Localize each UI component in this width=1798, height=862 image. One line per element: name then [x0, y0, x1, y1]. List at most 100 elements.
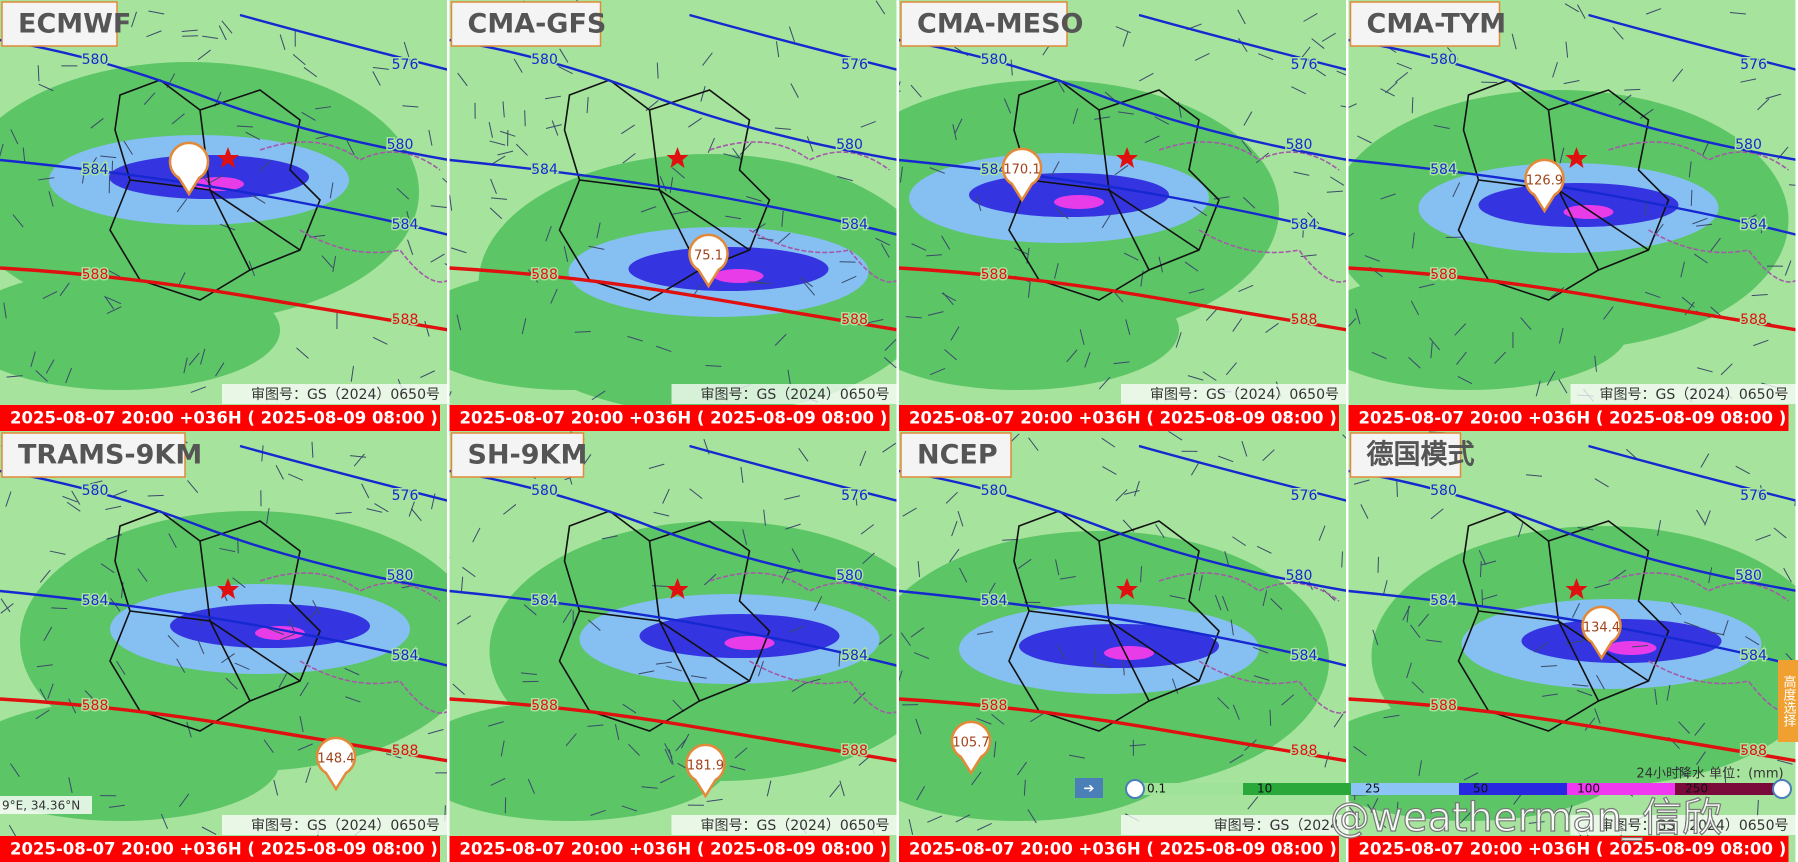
marker-value: 105.7: [952, 736, 989, 751]
wind-barb: [1452, 182, 1461, 198]
contour-584: [899, 589, 1346, 667]
side-tab-label[interactable]: 高度选择: [1781, 674, 1797, 727]
wind-barb: [430, 253, 445, 263]
wind-barb: [748, 281, 765, 284]
map-area: 580 576 580 584 584 588 588 181.9 审图号：GS（2024）06…: [449, 431, 897, 862]
wind-barb: [1205, 308, 1218, 321]
wind-barb: [929, 167, 945, 174]
wind-barb: [1688, 161, 1692, 178]
legend-handle[interactable]: [1125, 779, 1145, 799]
capital-star: [1116, 578, 1138, 599]
footer-bar: [1348, 405, 1789, 431]
wind-barb: [1023, 779, 1026, 796]
wind-barb: [1230, 619, 1234, 636]
wind-barb: [1565, 41, 1569, 58]
wind-barb: [515, 143, 528, 156]
wind-barb: [784, 495, 801, 500]
wind-barb: [1751, 293, 1768, 297]
wind-barb: [781, 210, 784, 227]
wind-barb: [30, 351, 36, 368]
rain-light: [1348, 270, 1629, 390]
wind-barb: [648, 463, 665, 469]
wind-barb: [1410, 300, 1420, 316]
wind-barb: [1430, 342, 1433, 359]
wind-barb: [1055, 208, 1069, 220]
map-panel: 580 576 580 584 584 588 588 134.4 审图号：GS（2024）06…: [1348, 431, 1798, 862]
wind-barb: [1357, 135, 1372, 144]
legend-tick: 25: [1365, 782, 1380, 796]
contour-label: 584: [1430, 162, 1457, 178]
wind-barb: [590, 809, 606, 816]
wind-barb: [755, 282, 772, 285]
wind-barb: [1666, 684, 1671, 701]
wind-barb: [591, 390, 606, 401]
wind-barb: [1293, 171, 1310, 176]
wind-barb: [1408, 356, 1421, 369]
wind-barb: [1139, 72, 1154, 82]
wind-barb: [839, 780, 845, 797]
wind-barb: [148, 10, 165, 15]
map-area: 580 576 580 584 584 588 588 75.1 审图号：GS（2024）065…: [449, 0, 897, 431]
wind-barb: [1300, 254, 1317, 258]
wind-barb: [550, 288, 558, 304]
wind-barb: [1098, 376, 1111, 390]
wind-barb: [1429, 337, 1441, 351]
contour-label: 580: [981, 483, 1008, 499]
wind-barb: [1678, 721, 1690, 734]
wind-barb: [312, 600, 321, 615]
wind-barb: [1030, 712, 1045, 723]
wind-barb: [273, 779, 279, 796]
contour-label: 580: [1286, 137, 1313, 153]
wind-barb: [490, 778, 506, 786]
legend-tick: 50: [1473, 782, 1488, 796]
wind-barb: [123, 140, 133, 155]
wind-barb: [524, 110, 526, 127]
wind-barb: [523, 604, 537, 616]
wind-barb: [1696, 751, 1706, 766]
wind-barb: [1330, 176, 1345, 186]
wind-barb: [787, 369, 791, 386]
contour-576: [1588, 13, 1796, 71]
wind-barb: [420, 370, 436, 378]
wind-barb: [100, 563, 115, 574]
wind-barb: [1168, 431, 1183, 441]
wind-barb: [944, 349, 958, 361]
wind-barb: [48, 191, 54, 207]
legend-button[interactable]: [1075, 778, 1103, 798]
wind-barb: [1564, 640, 1581, 645]
wind-barb: [1269, 709, 1272, 726]
wind-barb: [1755, 319, 1772, 325]
wind-barb: [1312, 66, 1326, 77]
wind-barb: [296, 347, 309, 359]
wind-barb: [1222, 595, 1229, 612]
footer-text: 2025-08-07 20:00 +036H ( 2025-08-09 08:0…: [10, 409, 438, 428]
wind-barb: [1016, 761, 1028, 776]
wind-barb: [278, 673, 288, 688]
wind-barb: [942, 292, 954, 306]
wind-barb: [803, 282, 816, 296]
wind-barb: [1224, 551, 1230, 567]
wind-barb: [562, 608, 572, 624]
wind-barb: [1576, 689, 1593, 697]
wind-barb: [641, 786, 658, 789]
wind-barb: [883, 357, 897, 369]
wind-barb: [36, 664, 53, 668]
side-tab[interactable]: [1778, 660, 1798, 742]
contour-label: 588: [1740, 312, 1767, 328]
wind-barb: [1572, 603, 1581, 618]
wind-barb: [428, 129, 433, 146]
wind-barb: [202, 35, 219, 39]
wind-barb: [457, 72, 468, 87]
approval-bg: [222, 815, 447, 835]
rain-extreme: [724, 636, 775, 650]
wind-barb: [353, 453, 365, 467]
wind-barb: [777, 232, 791, 245]
wind-barb: [197, 639, 205, 655]
wind-barb: [775, 41, 780, 58]
approval-bg: [1121, 815, 1346, 835]
wind-barb: [10, 129, 19, 145]
contour-576: [1588, 444, 1796, 502]
legend-swatch: [1459, 783, 1567, 795]
legend-handle[interactable]: [1772, 779, 1792, 799]
marker-value: 134.4: [1583, 621, 1620, 636]
